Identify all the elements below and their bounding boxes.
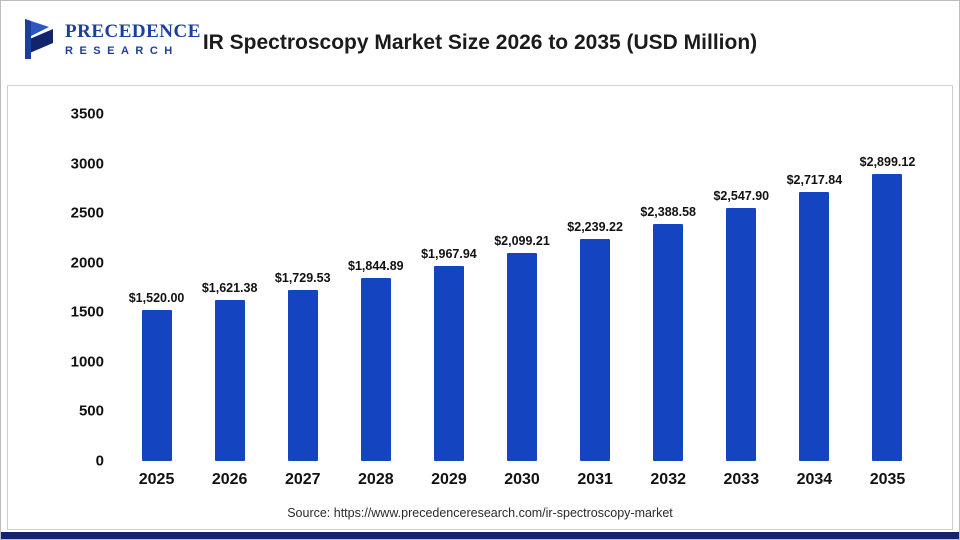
bar-value-label: $2,717.84 [786,172,843,187]
bar-column: $1,520.00 [120,114,193,461]
chart-title: IR Spectroscopy Market Size 2026 to 2035… [202,31,758,54]
bar [433,265,464,461]
header: PRECEDENCE RESEARCH IR Spectroscopy Mark… [1,1,959,85]
bar [287,289,318,461]
x-axis-label: 2034 [796,471,833,488]
bar-column: $2,717.84 [778,114,851,461]
y-axis-tick-label: 3500 [70,105,104,123]
bar-value-label: $1,520.00 [128,291,185,306]
x-axis-label: 2033 [723,471,760,488]
bar-value-label: $1,621.38 [201,281,258,296]
bar [799,191,830,461]
logo-text: PRECEDENCE RESEARCH [65,21,201,57]
x-axis-label: 2026 [211,471,248,488]
bar-value-label: $2,899.12 [859,154,916,169]
y-axis-tick-label: 1000 [70,353,104,371]
plot-area: $1,520.00 $1,621.38 $1,729.53 $1,844.89 $1,9… [120,114,924,461]
bar-column: $2,099.21 [485,114,558,461]
bar-column: $2,388.58 [632,114,705,461]
bar [653,224,684,461]
bar-value-label: $1,844.89 [348,259,404,274]
y-axis-tick-label: 1500 [70,303,104,321]
bar-column: $1,729.53 [266,114,339,461]
x-axis-label: 2028 [358,471,394,488]
bar-column: $1,967.94 [412,114,485,461]
bar [726,208,757,461]
bar-value-label: $1,967.94 [421,246,477,261]
bar-column: $1,621.38 [193,114,266,461]
precedence-research-logo-icon [25,19,53,59]
x-axis-label: 2031 [577,471,613,488]
x-axis-label: 2027 [284,471,321,488]
bar [872,173,903,461]
bar-column: $2,239.22 [559,114,632,461]
source-text: Source: https://www.precedenceresearch.c… [287,506,673,520]
bar [360,278,391,461]
bar [141,310,172,461]
bar-value-label: $2,547.90 [713,189,770,204]
y-axis-tick-label: 0 [95,452,104,470]
x-axis-label: 2035 [869,471,906,488]
bottom-strip [1,532,959,539]
x-axis-label: 2029 [431,471,467,488]
logo-line-2: RESEARCH [65,45,179,57]
x-axis-label: 2032 [650,471,686,488]
y-axis-tick-label: 2000 [70,254,104,272]
chart-area: 0 500 1000 1500 2000 2500 3000 3500 $1,520.00 $1… [7,85,953,530]
y-axis-tick-label: 2500 [70,204,104,222]
bar-value-label: $2,099.21 [494,233,550,248]
bar-value-label: $1,729.53 [274,270,331,285]
y-axis-tick-label: 3000 [70,155,104,173]
x-axis-labels: 2025 2026 2027 2028 2029 2030 2031 2032 2033 2034… [120,471,924,489]
y-axis: 0 500 1000 1500 2000 2500 3000 3500 [8,107,104,469]
x-axis-label: 2025 [138,471,175,488]
bar [580,239,611,461]
bar [507,252,538,461]
bar-column: $1,844.89 [339,114,412,461]
y-axis-tick-label: 500 [78,402,104,420]
logo-line-1: PRECEDENCE [65,21,201,42]
bar-value-label: $2,239.22 [567,220,623,234]
bar [214,300,245,461]
bar-column: $2,547.90 [705,114,778,461]
x-axis-label: 2030 [504,471,540,488]
logo: PRECEDENCE RESEARCH [23,17,201,61]
bar-column: $2,899.12 [851,114,924,461]
bar-value-label: $2,388.58 [640,205,696,220]
